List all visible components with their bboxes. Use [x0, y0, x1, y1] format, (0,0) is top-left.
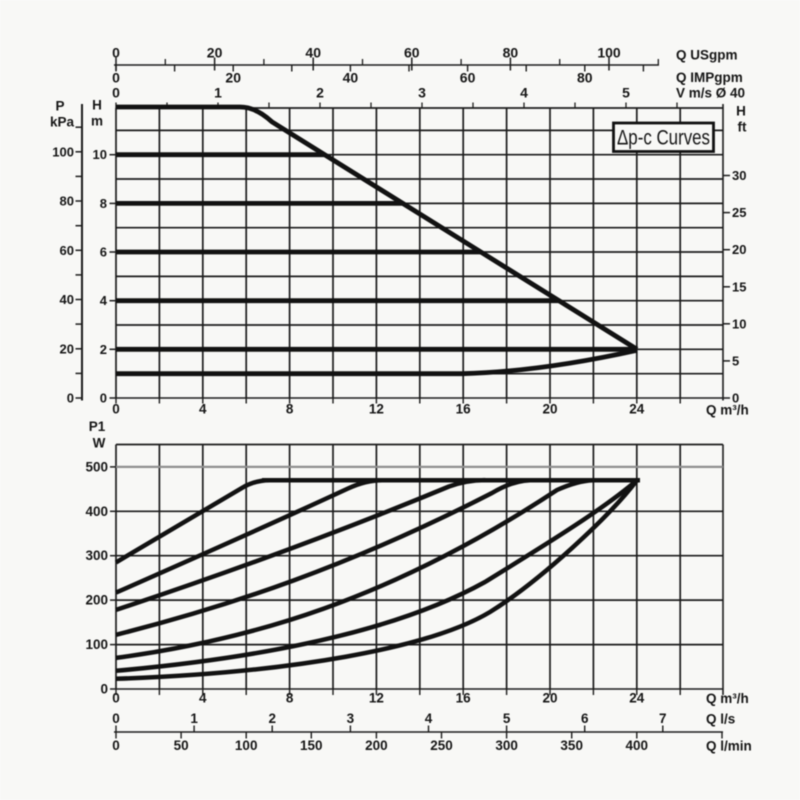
svg-text:1: 1	[190, 711, 198, 726]
svg-text:2: 2	[268, 711, 276, 726]
svg-text:V m/s Ø 40: V m/s Ø 40	[676, 86, 745, 101]
svg-text:Q l/s: Q l/s	[706, 712, 735, 727]
svg-text:80: 80	[60, 194, 74, 209]
svg-text:0: 0	[112, 45, 120, 61]
svg-text:4: 4	[520, 85, 528, 101]
svg-text:60: 60	[60, 243, 74, 258]
svg-text:Q USgpm: Q USgpm	[676, 48, 738, 63]
svg-text:350: 350	[560, 738, 583, 753]
svg-text:0: 0	[112, 402, 120, 417]
svg-text:100: 100	[597, 45, 621, 61]
svg-text:0: 0	[100, 682, 108, 697]
svg-text:Q m³/h: Q m³/h	[706, 403, 749, 418]
svg-text:12: 12	[369, 691, 384, 706]
svg-text:5: 5	[732, 353, 739, 368]
svg-text:100: 100	[52, 144, 74, 159]
svg-text:80: 80	[577, 70, 593, 86]
svg-text:6: 6	[100, 245, 107, 260]
svg-text:5: 5	[503, 711, 511, 726]
svg-text:m: m	[91, 114, 103, 129]
svg-text:0: 0	[732, 391, 739, 406]
svg-text:4: 4	[425, 711, 433, 726]
svg-text:H: H	[736, 104, 746, 119]
svg-text:24: 24	[629, 402, 645, 417]
svg-text:0: 0	[67, 391, 74, 406]
svg-text:60: 60	[404, 45, 420, 61]
svg-text:ft: ft	[738, 120, 747, 135]
svg-text:16: 16	[456, 402, 472, 417]
svg-text:500: 500	[85, 459, 108, 474]
svg-text:12: 12	[369, 402, 384, 417]
svg-text:7: 7	[659, 711, 667, 726]
svg-text:4: 4	[100, 293, 108, 308]
svg-text:0: 0	[112, 738, 120, 753]
svg-text:300: 300	[85, 548, 108, 563]
svg-text:15: 15	[732, 279, 746, 294]
svg-text:8: 8	[100, 196, 107, 211]
svg-text:40: 40	[343, 70, 359, 86]
svg-text:20: 20	[542, 402, 557, 417]
svg-text:400: 400	[85, 504, 108, 519]
svg-text:8: 8	[286, 402, 294, 417]
svg-text:0: 0	[112, 711, 120, 726]
svg-text:H: H	[92, 98, 102, 113]
svg-text:100: 100	[85, 637, 108, 652]
svg-text:Q IMPgpm: Q IMPgpm	[676, 70, 743, 85]
svg-text:8: 8	[286, 691, 294, 706]
svg-text:P1: P1	[89, 419, 106, 434]
svg-text:2: 2	[100, 342, 107, 357]
svg-text:0: 0	[112, 85, 120, 101]
svg-text:5: 5	[622, 85, 630, 101]
svg-text:60: 60	[460, 70, 476, 86]
svg-text:40: 40	[305, 45, 321, 61]
svg-text:P: P	[55, 99, 64, 114]
svg-text:80: 80	[503, 45, 519, 61]
svg-text:4: 4	[199, 402, 207, 417]
svg-text:3: 3	[347, 711, 355, 726]
svg-text:250: 250	[430, 738, 453, 753]
svg-text:10: 10	[732, 316, 746, 331]
svg-text:6: 6	[581, 711, 589, 726]
svg-text:20: 20	[207, 45, 223, 61]
svg-text:2: 2	[316, 85, 324, 101]
svg-text:20: 20	[225, 70, 241, 86]
svg-text:24: 24	[629, 691, 645, 706]
svg-text:1: 1	[214, 85, 222, 101]
svg-text:0: 0	[112, 70, 120, 86]
svg-text:W: W	[93, 436, 106, 451]
svg-text:200: 200	[85, 593, 108, 608]
svg-text:4: 4	[199, 691, 207, 706]
svg-text:Q m³/h: Q m³/h	[706, 691, 749, 706]
svg-text:Δp-c Curves: Δp-c Curves	[617, 127, 710, 150]
svg-text:300: 300	[495, 738, 518, 753]
svg-text:20: 20	[542, 691, 557, 706]
svg-text:20: 20	[60, 341, 74, 356]
svg-text:Q l/min: Q l/min	[706, 739, 752, 754]
svg-text:40: 40	[60, 292, 74, 307]
svg-text:3: 3	[418, 85, 426, 101]
svg-text:200: 200	[365, 738, 388, 753]
svg-text:30: 30	[732, 168, 746, 183]
svg-text:16: 16	[456, 691, 472, 706]
svg-text:20: 20	[732, 242, 746, 257]
svg-text:0: 0	[112, 691, 120, 706]
svg-text:10: 10	[93, 147, 107, 162]
svg-text:25: 25	[732, 205, 746, 220]
svg-text:kPa: kPa	[50, 115, 75, 130]
svg-text:150: 150	[300, 738, 323, 753]
svg-text:100: 100	[235, 738, 258, 753]
svg-text:50: 50	[174, 738, 189, 753]
svg-text:0: 0	[100, 391, 107, 406]
svg-text:400: 400	[626, 738, 649, 753]
